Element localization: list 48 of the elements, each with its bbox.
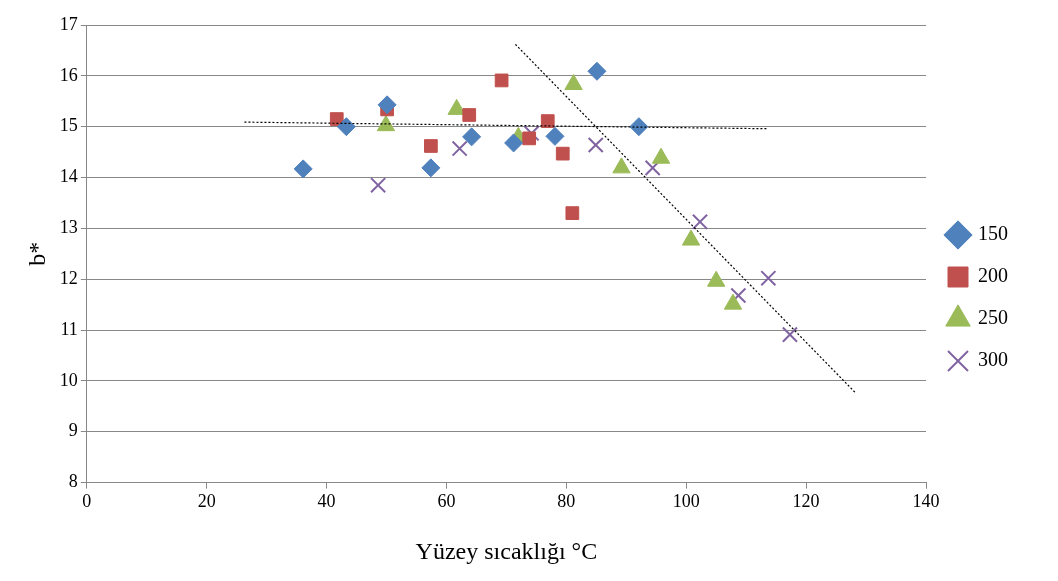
point bbox=[451, 140, 468, 157]
point bbox=[370, 177, 387, 194]
point bbox=[336, 117, 356, 137]
point bbox=[587, 136, 604, 154]
point bbox=[522, 131, 537, 146]
point bbox=[494, 73, 509, 88]
x-tick-label: 20 bbox=[197, 491, 216, 512]
x-tick-label: 140 bbox=[912, 491, 940, 512]
point bbox=[730, 287, 747, 304]
point bbox=[462, 127, 482, 147]
y-tick-label: 14 bbox=[59, 166, 78, 187]
y-tick-label: 8 bbox=[68, 471, 78, 492]
x-tick-label: 120 bbox=[792, 491, 820, 512]
y-tick-label: 11 bbox=[60, 318, 78, 339]
y-tick-label: 15 bbox=[59, 115, 78, 136]
point bbox=[377, 95, 397, 115]
x-tick-label: 40 bbox=[317, 491, 336, 512]
point bbox=[781, 326, 798, 343]
y-tick-label: 9 bbox=[68, 420, 78, 441]
x-axis-title: Yüzey sıcaklığı °C bbox=[415, 537, 598, 564]
y-tick-label: 10 bbox=[59, 369, 78, 390]
point bbox=[555, 146, 570, 161]
y-tick-label: 17 bbox=[59, 13, 78, 34]
point bbox=[565, 206, 580, 220]
x-tick-label: 80 bbox=[557, 491, 576, 512]
y-tick-label: 13 bbox=[59, 217, 78, 238]
x-tick-label: 0 bbox=[82, 491, 92, 512]
point bbox=[462, 108, 477, 122]
point bbox=[329, 112, 344, 126]
point bbox=[760, 270, 777, 287]
point bbox=[293, 159, 313, 179]
point bbox=[629, 117, 649, 137]
point bbox=[421, 158, 441, 178]
point bbox=[424, 139, 438, 153]
point bbox=[504, 133, 524, 153]
x-tick-label: 100 bbox=[672, 491, 700, 512]
legend-label: 200 bbox=[978, 264, 1008, 287]
legend-label: 250 bbox=[978, 306, 1008, 329]
y-tick-label: 12 bbox=[59, 267, 78, 288]
point bbox=[644, 159, 661, 176]
x-tick-label: 60 bbox=[437, 491, 456, 512]
legend-label: 150 bbox=[978, 222, 1008, 245]
legend-label: 300 bbox=[978, 348, 1008, 371]
point bbox=[691, 213, 709, 230]
point bbox=[545, 126, 565, 146]
y-axis-title: b* bbox=[23, 241, 50, 266]
y-tick-label: 16 bbox=[59, 64, 78, 85]
point bbox=[587, 61, 607, 81]
